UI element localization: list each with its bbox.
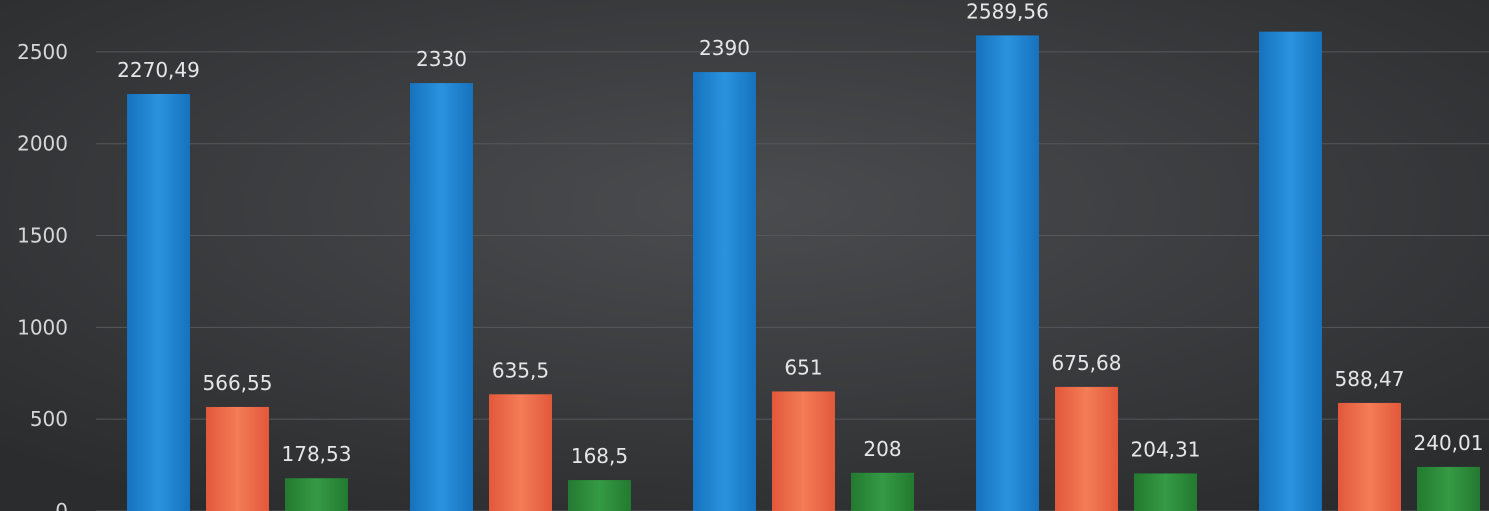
data-label-series-3-group-3: 208 (863, 437, 901, 461)
bar-series-3-group-2 (568, 480, 631, 511)
data-label-series-3-group-2: 168,5 (571, 444, 628, 468)
data-label-series-3-group-4: 204,31 (1131, 437, 1201, 461)
data-label-series-2-group-5: 588,47 (1335, 367, 1405, 391)
data-label-series-2-group-4: 675,68 (1052, 351, 1122, 375)
data-label-series-3-group-5: 240,01 (1414, 431, 1484, 455)
bar-series-2-group-3 (772, 391, 835, 511)
bar-series-1-group-1 (127, 94, 190, 511)
data-label-series-2-group-3: 651 (784, 355, 822, 379)
data-label-series-1-group-4: 2589,56 (966, 0, 1049, 23)
bar-series-1-group-2 (410, 83, 473, 511)
data-label-series-2-group-2: 635,5 (492, 358, 549, 382)
data-label-series-3-group-1: 178,53 (282, 442, 352, 466)
bar-series-3-group-3 (851, 472, 914, 511)
y-axis-ticks: 0 500 1000 1500 2000 2500 (17, 40, 68, 511)
bars (127, 31, 1480, 511)
bar-series-2-group-4 (1055, 386, 1118, 511)
data-label-series-1-group-3: 2390 (699, 36, 750, 60)
data-label-series-1-group-1: 2270,49 (117, 58, 200, 82)
data-labels: 2270,49 2330 2390 2589,56 566,55 635,5 651 675,… (117, 0, 1483, 468)
bar-series-1-group-3 (693, 72, 756, 511)
data-label-series-1-group-2: 2330 (416, 47, 467, 71)
y-tick-label: 2500 (17, 40, 68, 64)
y-tick-label: 0 (55, 499, 68, 511)
y-tick-label: 1500 (17, 224, 68, 248)
bar-series-3-group-4 (1134, 473, 1197, 511)
bar-series-2-group-1 (206, 406, 269, 511)
bar-series-3-group-1 (285, 478, 348, 511)
bar-series-1-group-4 (976, 35, 1039, 511)
bar-series-3-group-5 (1417, 466, 1480, 511)
bar-series-1-group-5 (1259, 31, 1322, 511)
bar-series-2-group-2 (489, 394, 552, 511)
gridlines (96, 51, 1489, 511)
data-label-series-2-group-1: 566,55 (203, 371, 273, 395)
y-tick-label: 1000 (17, 315, 68, 339)
y-tick-label: 500 (30, 407, 68, 431)
y-tick-label: 2000 (17, 132, 68, 156)
bar-series-2-group-5 (1338, 402, 1401, 511)
